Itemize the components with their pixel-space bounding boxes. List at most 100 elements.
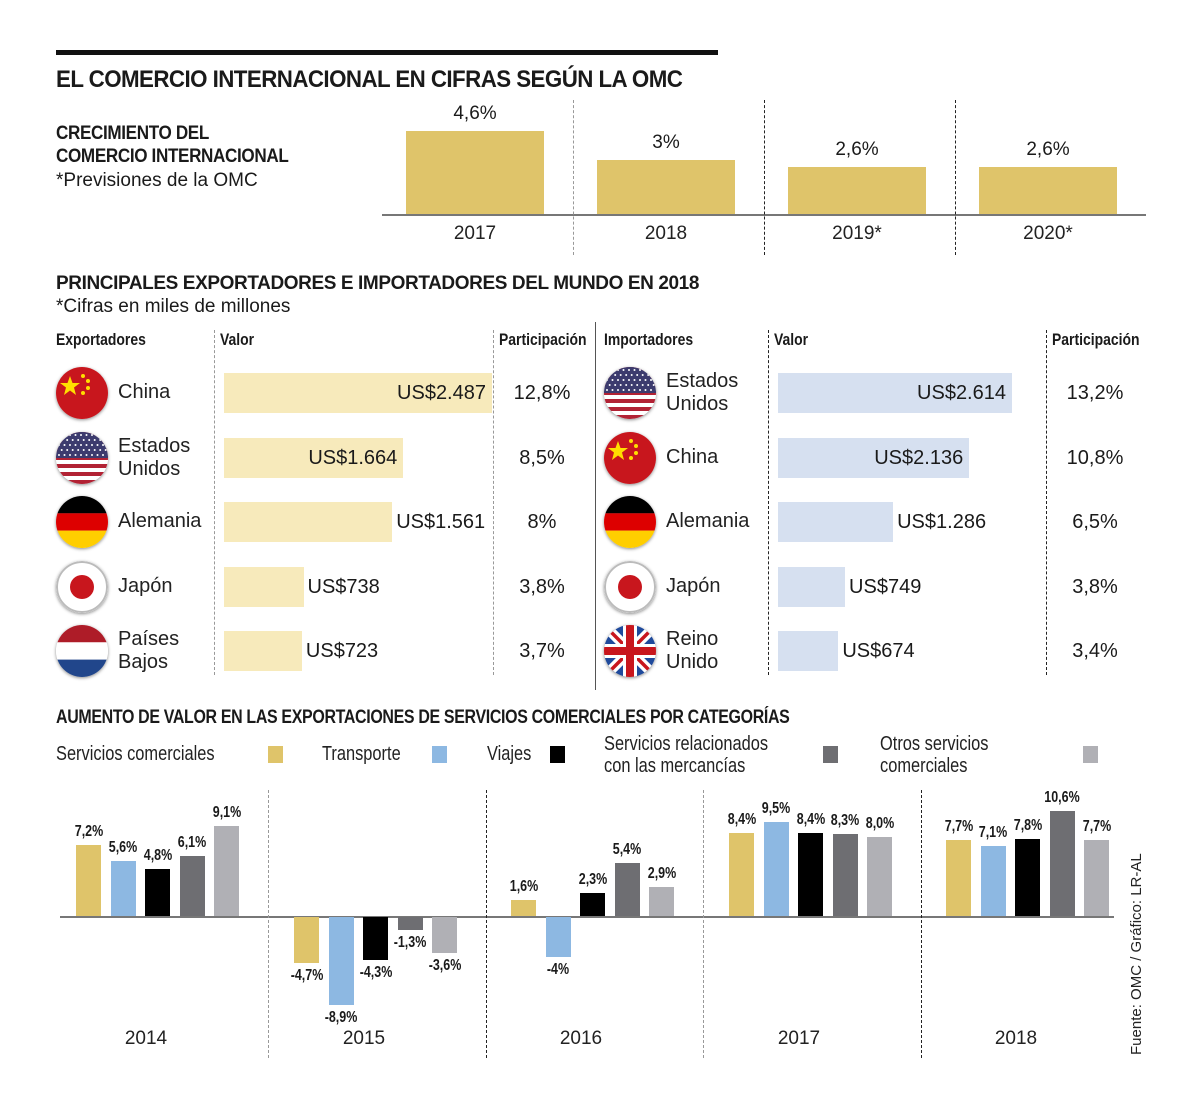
growth-bar [788, 167, 926, 214]
services-value-label: 1,6% [509, 878, 538, 896]
exporters-value-bar [224, 502, 393, 542]
services-year-label: 2016 [559, 1028, 603, 1049]
source-note: Fuente: OMC / Gráfico: LR-AL [1128, 853, 1145, 1055]
services-bar [214, 826, 239, 916]
exporters-country-name: Estados Unidos [118, 435, 190, 481]
legend-swatch [823, 746, 838, 763]
services-value-label: 7,2% [74, 822, 103, 840]
importers-country-name: Japón [666, 575, 721, 598]
traders-heading: PRINCIPALES EXPORTADORES E IMPORTADORES … [56, 273, 700, 294]
exporters-value-bar [224, 566, 304, 607]
services-bar [832, 833, 858, 916]
exporters-share-value: 8% [527, 511, 557, 533]
exporters-country-name: Países Bajos [118, 628, 179, 674]
legend-item: Servicios relacionados con las mercancías [604, 733, 804, 777]
importers-col-share: Participación [1052, 330, 1140, 349]
legend-swatch [268, 746, 283, 763]
services-year-label: 2015 [342, 1028, 386, 1049]
services-separator [703, 790, 704, 1058]
services-value-label: 8,4% [727, 810, 756, 828]
services-value-label: 5,6% [108, 838, 138, 856]
exporters-share-value: 3,8% [519, 575, 565, 598]
growth-separator [764, 100, 765, 255]
services-value-label: 8,0% [865, 814, 894, 832]
importers-share-value: 10,8% [1066, 446, 1124, 469]
services-separator [921, 790, 922, 1058]
services-year-label: 2018 [994, 1028, 1038, 1049]
usa-flag-icon [604, 367, 656, 419]
services-bar [294, 917, 319, 964]
japan-flag-icon [604, 560, 656, 613]
country-line: Japón [666, 574, 721, 597]
services-bar [946, 839, 971, 916]
services-bar [980, 845, 1006, 916]
growth-year-label: 2017 [453, 223, 497, 244]
services-bar [729, 832, 754, 916]
importers-value-separator [768, 330, 769, 675]
exporters-share-value: 12,8% [513, 382, 571, 404]
services-value-label: -4,3% [359, 963, 392, 981]
importers-share-value: 3,4% [1072, 640, 1118, 662]
germany-flag-icon [604, 496, 656, 548]
services-year-label: 2014 [124, 1028, 168, 1049]
services-bar [397, 917, 423, 930]
importers-value-label: US$674 [842, 640, 915, 662]
growth-separator [573, 100, 574, 255]
services-bar [328, 917, 354, 1006]
exporters-col-share: Participación [499, 330, 587, 349]
services-value-label: 8,3% [830, 811, 860, 829]
services-value-label: 9,5% [761, 800, 791, 818]
exporters-col-value: Valor [220, 330, 255, 349]
services-separator [486, 790, 487, 1058]
country-line: Japón [118, 574, 173, 597]
importers-value-label: US$1.286 [897, 511, 987, 533]
importers-country-name: Reino Unido [666, 628, 718, 674]
exporters-share-value: 8,5% [519, 446, 565, 469]
growth-bar [406, 131, 544, 214]
services-value-label: -8,9% [324, 1009, 358, 1027]
china-flag-icon [56, 367, 108, 419]
country-line: Alemania [666, 510, 750, 532]
services-bar [110, 860, 136, 916]
netherlands-flag-icon [56, 625, 108, 677]
services-value-label: 9,1% [212, 804, 241, 821]
importers-country-name: Alemania [666, 510, 749, 533]
page-title: EL COMERCIO INTERNACIONAL EN CIFRAS SEGÚ… [56, 66, 683, 93]
country-line: China [118, 381, 171, 403]
exporters-value-bar [224, 437, 404, 478]
germany-flag-icon [56, 496, 108, 548]
legend-item: Otros servicios comerciales [880, 733, 1012, 777]
services-bar [614, 862, 640, 916]
services-value-label: -4% [546, 960, 570, 978]
country-line: Unido [666, 651, 719, 673]
importers-col-value: Valor [774, 330, 809, 349]
importers-value-label: US$2.136 [874, 446, 964, 469]
services-bar [798, 832, 823, 916]
growth-note: *Previsiones de la OMC [56, 170, 258, 191]
services-value-label: 10,6% [1044, 789, 1080, 807]
exporters-country-name: Japón [118, 575, 173, 598]
exporters-value-label: US$2.487 [397, 382, 486, 404]
services-bar [867, 836, 892, 916]
exporters-value-label: US$738 [307, 575, 380, 598]
country-line: Países [118, 628, 180, 650]
services-year-label: 2017 [777, 1028, 821, 1049]
services-bar [432, 917, 457, 953]
exporters-col-country: Exportadores [56, 330, 146, 349]
legend-label-line: Servicios comerciales [56, 743, 215, 765]
importers-col-country: Importadores [604, 330, 694, 349]
growth-value-label: 2,6% [835, 139, 879, 161]
services-value-label: -3,6% [428, 956, 461, 974]
importers-value-bar [778, 566, 846, 607]
importers-share-value: 3,8% [1072, 575, 1118, 598]
services-bar [1049, 811, 1075, 916]
services-bar [145, 868, 170, 916]
exporters-value-label: US$1.664 [308, 446, 398, 469]
importers-country-name: China [666, 446, 718, 469]
services-value-label: 7,1% [978, 823, 1008, 841]
usa-flag-icon [56, 431, 108, 484]
importers-share-value: 6,5% [1072, 511, 1118, 533]
japan-flag-icon [56, 560, 108, 613]
exporters-value-bar [224, 373, 492, 413]
importers-value-bar [778, 502, 894, 542]
